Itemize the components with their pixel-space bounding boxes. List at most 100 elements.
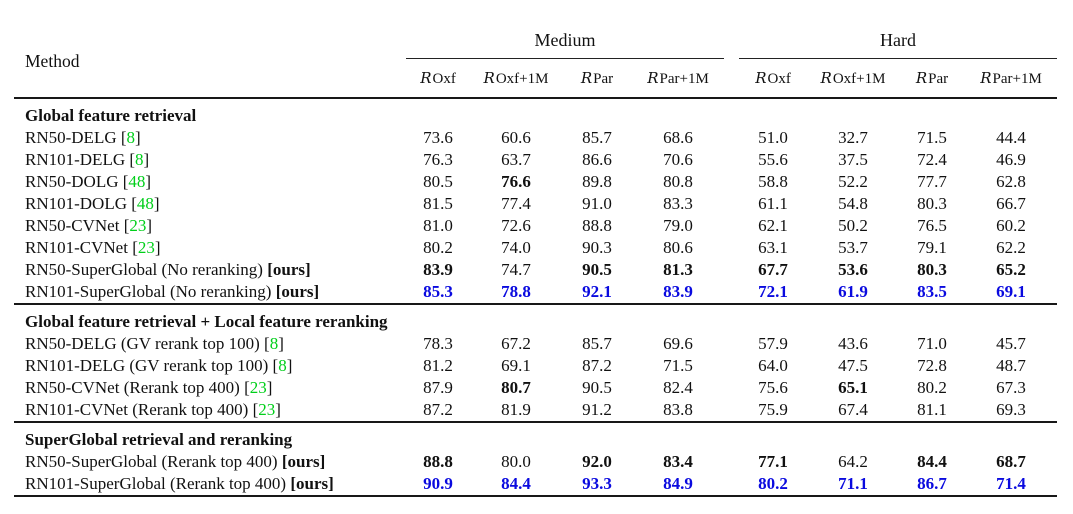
metric-value: 74.0: [501, 238, 531, 257]
ours-tag: [ours]: [275, 282, 320, 301]
metric-value: 69.1: [501, 356, 531, 375]
method-label: RN50-CVNet (Rerank top 400) [: [25, 378, 250, 397]
metric-cell-medium-rpar: 89.8: [562, 171, 632, 193]
metric-cell-hard-roxf: [739, 422, 807, 451]
metric-value: 67.4: [838, 400, 868, 419]
metric-value: 46.9: [996, 150, 1026, 169]
group-header-row: Method Medium Hard: [14, 26, 1058, 71]
metric-cell-hard-roxf: 58.8: [739, 171, 807, 193]
metric-cell-medium-rpar: 85.7: [562, 333, 632, 355]
citation-number: 23: [129, 216, 147, 235]
metric-value: 69.6: [663, 334, 693, 353]
column-header-roxf-hard: ROxf: [739, 58, 807, 99]
metric-cell-medium-roxf: 73.6: [406, 127, 470, 149]
metric-value: 87.2: [582, 356, 612, 375]
table-header: Method Medium Hard ROxf ROxf+1M RPar RPa…: [14, 26, 1058, 99]
metric-cell-hard-rpar: 81.1: [899, 399, 965, 422]
metric-value: 45.7: [996, 334, 1026, 353]
method-cell: Global feature retrieval + Local feature…: [14, 304, 406, 333]
metric-cell-medium-rpar: 85.7: [562, 127, 632, 149]
metric-cell-hard-rpar1m: 44.4: [965, 127, 1057, 149]
metric-cell-hard-rpar: 77.7: [899, 171, 965, 193]
script-r-glyph: R: [420, 69, 432, 87]
metric-value: 60.6: [501, 128, 531, 147]
metric-value: 71.0: [917, 334, 947, 353]
metric-cell-medium-rpar1m: 80.8: [632, 171, 724, 193]
metric-cell-hard-roxf1m: 54.8: [807, 193, 899, 215]
metric-value: 62.1: [758, 216, 788, 235]
metric-cell-medium-rpar: 87.2: [562, 355, 632, 377]
metric-value: 47.5: [838, 356, 868, 375]
metric-value: 80.2: [917, 378, 947, 397]
table-row: RN101-DELG [8] 76.3 63.7 86.6 70.6 55.6 …: [14, 149, 1057, 171]
metric-cell-hard-rpar: [899, 422, 965, 451]
metric-value: 79.1: [917, 238, 947, 257]
metric-cell-medium-roxf: 87.9: [406, 377, 470, 399]
table-row: SuperGlobal retrieval and reranking: [14, 422, 1058, 451]
metric-value: 61.9: [838, 282, 868, 301]
script-r-glyph: R: [647, 69, 659, 87]
metric-cell-hard-roxf: 77.1: [739, 451, 807, 473]
ours-tag: [ours]: [267, 260, 311, 279]
metric-value: 88.8: [582, 216, 612, 235]
method-label: RN101-SuperGlobal (Rerank top 400): [25, 474, 291, 493]
metric-cell-hard-rpar1m: [965, 422, 1057, 451]
metric-value: 80.0: [501, 452, 531, 471]
metric-cell-medium-rpar: 90.5: [562, 259, 632, 281]
metric-cell-hard-roxf1m: [807, 304, 899, 333]
metric-value: 84.9: [663, 474, 693, 493]
group-gap-cell: [724, 259, 739, 281]
method-label: Global feature retrieval + Local feature…: [25, 312, 388, 331]
table-row: RN101-SuperGlobal (Rerank top 400) [ours…: [14, 473, 1058, 496]
metric-value: 76.5: [917, 216, 947, 235]
metric-value: 90.3: [582, 238, 612, 257]
metric-value: 88.8: [423, 452, 453, 471]
method-label: SuperGlobal retrieval and reranking: [25, 430, 293, 449]
method-cell: RN101-SuperGlobal (No reranking) [ours]: [14, 281, 406, 304]
metric-value: 62.2: [996, 238, 1026, 257]
metric-cell-hard-rpar: 80.2: [899, 377, 965, 399]
metric-cell-hard-roxf: 63.1: [739, 237, 807, 259]
group-gap-cell: [724, 355, 739, 377]
metric-value: 72.4: [917, 150, 947, 169]
metric-value: 92.1: [582, 282, 612, 301]
metric-cell-medium-rpar: [562, 422, 632, 451]
method-label-suffix: ]: [153, 194, 160, 213]
metric-cell-medium-rpar: 93.3: [562, 473, 632, 496]
metric-cell-hard-roxf: 67.7: [739, 259, 807, 281]
metric-value: 75.9: [758, 400, 788, 419]
metric-cell-hard-rpar1m: 68.7: [965, 451, 1057, 473]
method-label: RN50-DOLG [: [25, 172, 129, 191]
metric-cell-medium-rpar: 91.0: [562, 193, 632, 215]
group-gap-cell: [724, 451, 739, 473]
metric-cell-medium-rpar1m: [632, 304, 724, 333]
metric-value: 85.3: [423, 282, 453, 301]
metric-cell-hard-rpar: 84.4: [899, 451, 965, 473]
metric-cell-hard-roxf: [739, 98, 807, 127]
method-label: RN101-SuperGlobal (No reranking): [25, 282, 276, 301]
table-body: Global feature retrieval RN50-DELG [8] 7…: [14, 98, 1058, 496]
group-header-medium: Medium: [406, 26, 724, 59]
metric-value: 84.4: [917, 452, 947, 471]
metric-cell-hard-roxf1m: 67.4: [807, 399, 899, 422]
metric-value: 69.1: [996, 282, 1026, 301]
method-label-suffix: ]: [275, 400, 281, 419]
metric-value: 76.3: [423, 150, 453, 169]
metric-value: 81.5: [423, 194, 453, 213]
metric-value: 90.5: [582, 260, 612, 279]
metric-value: 78.3: [423, 334, 453, 353]
citation-number: 8: [269, 334, 279, 353]
metric-value: 44.4: [996, 128, 1026, 147]
metric-cell-medium-roxf: 83.9: [406, 259, 470, 281]
column-label: Par: [593, 71, 614, 87]
metric-cell-medium-rpar1m: 82.4: [632, 377, 724, 399]
method-label: RN50-DELG [: [25, 128, 127, 147]
metric-value: 53.6: [838, 260, 868, 279]
metric-cell-medium-roxf1m: [470, 422, 562, 451]
metric-cell-medium-roxf: 80.5: [406, 171, 470, 193]
metric-cell-medium-roxf: 90.9: [406, 473, 470, 496]
column-header-roxf-medium: ROxf: [406, 58, 470, 99]
metric-value: 65.2: [996, 260, 1026, 279]
group-gap-cell: [724, 193, 739, 215]
metric-value: 83.9: [663, 282, 693, 301]
